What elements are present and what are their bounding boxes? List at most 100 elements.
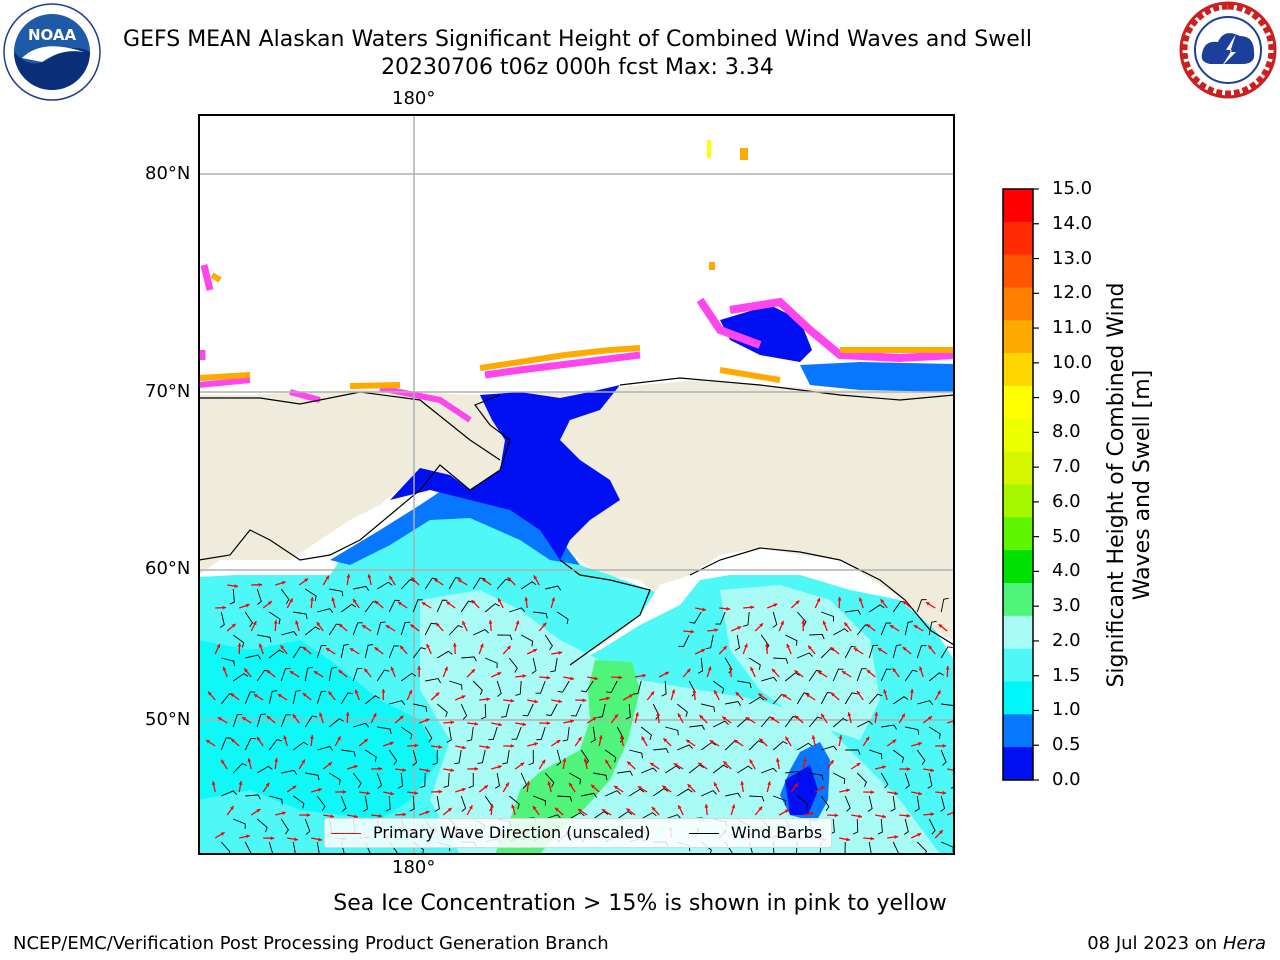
wave-arrow-head: [745, 717, 750, 721]
wind-barb: [892, 749, 905, 763]
wave-arrow-head: [390, 791, 394, 796]
wave-arrow-head: [882, 814, 887, 819]
legend-wave-label: Primary Wave Direction (unscaled): [373, 823, 651, 842]
wind-barb: [304, 588, 317, 602]
wave-arrow-head: [316, 622, 321, 627]
wind-barb: [340, 603, 357, 613]
wind-barb: [448, 624, 463, 636]
wind-barb: [281, 769, 298, 775]
wind-barb: [400, 672, 417, 682]
wind-barb: [749, 795, 765, 802]
wave-arrow-head: [534, 699, 539, 704]
colorbar-tick-label: 0.5: [1052, 734, 1081, 756]
lat-label-80: 80°N: [145, 163, 191, 184]
wind-barb: [640, 812, 657, 820]
wind-barb: [784, 672, 800, 682]
wind-barb: [304, 715, 318, 728]
wave-arrow-head: [222, 605, 227, 610]
wind-barb: [436, 703, 448, 718]
wind-barb: [625, 703, 631, 720]
wave-arrow-head: [252, 621, 257, 626]
wind-barb: [280, 818, 289, 835]
wind-barb: [665, 814, 682, 820]
wind-barb: [317, 746, 334, 751]
wave-arrow-head: [317, 788, 322, 792]
wind-barb: [857, 720, 873, 728]
wave-arrow-head: [906, 813, 911, 818]
wave-arrow-head: [802, 758, 807, 763]
wind-barb: [916, 749, 926, 765]
wind-barb: [856, 772, 868, 787]
wave-arrow-head: [656, 712, 661, 716]
wave-arrow-head: [438, 745, 443, 749]
wave-arrow-head: [726, 606, 731, 611]
wave-arrow-head: [222, 666, 227, 671]
wind-barb: [881, 724, 897, 730]
wave-arrow-head: [461, 787, 466, 792]
wind-barb: [244, 737, 256, 751]
wind-barb: [701, 703, 716, 713]
wave-arrow-head: [663, 738, 668, 743]
wind-barb: [268, 611, 281, 625]
wave-arrow-head: [692, 689, 697, 693]
wave-arrow-head: [770, 716, 775, 721]
wind-barb: [397, 772, 404, 789]
wind-barb: [436, 650, 453, 659]
wind-barb: [678, 634, 690, 648]
wave-arrow-head: [363, 739, 368, 743]
wave-arrow-head: [673, 763, 678, 767]
wind-barb: [914, 795, 920, 812]
wind-barb: [570, 703, 582, 717]
wave-arrow-head: [354, 689, 359, 694]
wave-arrow-head: [462, 745, 467, 750]
wind-barb: [353, 722, 370, 728]
svg-text:NOAA: NOAA: [28, 26, 77, 44]
wind-barb: [412, 599, 423, 613]
wave-arrow-head: [750, 605, 755, 610]
wind-barb: [364, 695, 380, 705]
wind-barb: [867, 795, 873, 812]
wave-arrow-head: [606, 696, 611, 701]
wind-barb: [761, 676, 778, 682]
wave-arrow-head: [546, 675, 551, 680]
wind-barb: [316, 795, 326, 811]
wind-barb: [833, 772, 846, 785]
wave-arrow-head: [678, 805, 682, 810]
wave-arrow-head: [361, 625, 366, 629]
wave-arrow-head: [294, 837, 299, 842]
wind-barb: [617, 770, 633, 776]
coastline: [199, 377, 954, 666]
wave-arrow-head: [930, 768, 935, 773]
wave-arrow-head: [641, 736, 646, 741]
wind-barb: [832, 717, 848, 728]
wind-barb: [304, 626, 320, 636]
wave-arrow-head: [618, 675, 623, 680]
wave-arrow-head: [759, 623, 764, 628]
wind-barb: [820, 795, 830, 811]
wind-barb: [880, 668, 892, 682]
wind-barb: [244, 691, 256, 705]
wave-arrow-head: [865, 736, 870, 741]
wave-arrow-head: [740, 781, 745, 785]
wave-arrow-head: [310, 735, 314, 739]
wind-barb: [856, 668, 867, 682]
wave-arrow-head: [258, 582, 263, 587]
wave-arrow-head: [421, 602, 426, 606]
wind-barb: [531, 657, 537, 674]
wind-barb: [535, 680, 546, 694]
wind-barb: [725, 792, 742, 798]
wind-barb: [477, 749, 486, 764]
wave-arrow-head: [434, 578, 439, 583]
wave-arrow-head: [292, 714, 297, 719]
wave-arrow-head: [582, 698, 587, 703]
wind-barb: [904, 772, 910, 789]
wave-arrow-head: [325, 575, 329, 580]
wind-barb: [376, 669, 390, 682]
wind-barb: [715, 611, 726, 625]
wave-arrow-head: [870, 836, 875, 841]
wind-barb: [280, 714, 291, 728]
wind-barb: [376, 772, 383, 789]
wind-barb: [304, 818, 311, 835]
wave-arrow-head: [524, 597, 529, 601]
wind-barb: [845, 609, 861, 615]
